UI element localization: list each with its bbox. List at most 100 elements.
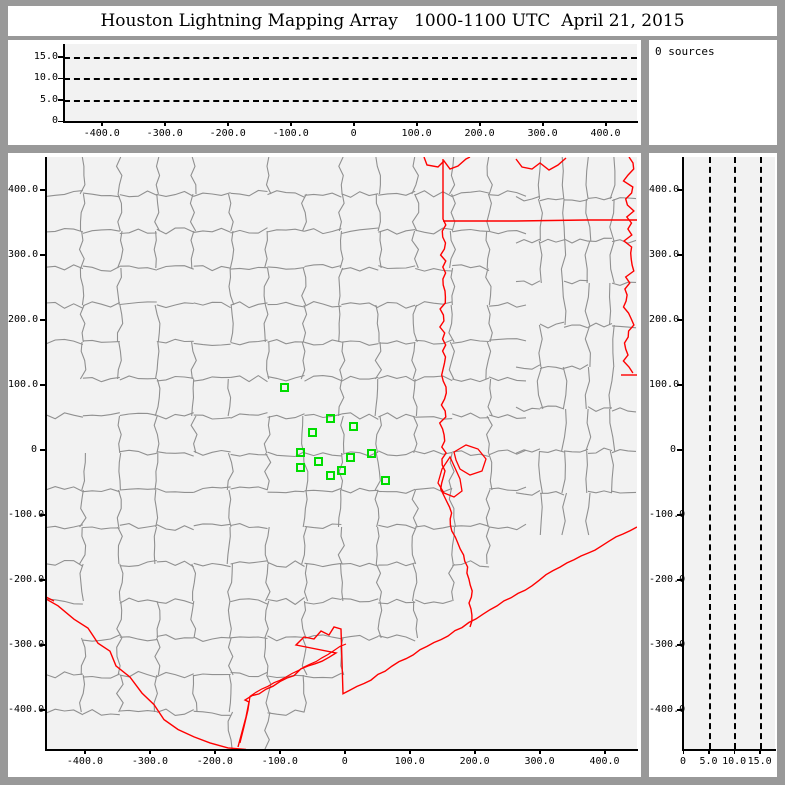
x-tick: [604, 749, 606, 754]
x-tick-label: -200.0: [209, 128, 246, 139]
y-tick: [40, 189, 46, 191]
x-tick-label: -200.0: [196, 756, 233, 767]
x-tick-label: 200.0: [459, 756, 490, 767]
sources-count-label: 0 sources: [655, 45, 715, 58]
x-tick-label: 100.0: [401, 128, 432, 139]
x-tick: [84, 749, 86, 754]
y-tick-label: -300.0: [8, 638, 45, 650]
x-tick-label: 400.0: [590, 128, 621, 139]
x-tick-label: -300.0: [131, 756, 168, 767]
x-tick-label: 10.0: [722, 756, 747, 767]
lma-station-marker[interactable]: [348, 422, 358, 432]
lma-station-marker[interactable]: [307, 428, 317, 438]
x-tick: [344, 749, 346, 754]
gridline-horizontal: [64, 78, 637, 81]
time-height-panel: 0 5.0 10.0 15.0 -400.0 -300.0 -200.0 -100.0 0 100…: [8, 40, 641, 145]
lma-station-marker[interactable]: [346, 453, 356, 463]
x-tick-label: 300.0: [527, 128, 558, 139]
x-tick: [479, 121, 481, 126]
y-tick: [58, 77, 64, 80]
y-tick: [677, 709, 683, 711]
y-tick-label: 400.0: [649, 183, 680, 195]
gridline-vertical: [708, 157, 711, 749]
x-tick: [416, 121, 418, 126]
x-tick: [708, 749, 710, 754]
y-tick-label: 0: [669, 443, 676, 455]
x-tick: [409, 749, 411, 754]
x-tick: [682, 749, 684, 754]
lma-station-marker[interactable]: [325, 471, 335, 481]
lma-station-marker[interactable]: [381, 475, 391, 485]
lma-station-marker[interactable]: [296, 462, 306, 472]
page-title: Houston Lightning Mapping Array 1000-110…: [100, 11, 685, 31]
x-tick: [353, 121, 355, 126]
y-tick: [677, 189, 683, 191]
y-tick: [40, 254, 46, 256]
y-tick: [40, 449, 46, 451]
y-tick-label: 0: [51, 115, 58, 126]
lma-station-marker[interactable]: [325, 414, 335, 424]
y-tick-label: 10.0: [33, 72, 58, 84]
y-tick-label: 5.0: [39, 93, 58, 105]
x-tick-label: -400.0: [66, 756, 104, 767]
lma-station-marker[interactable]: [280, 383, 290, 393]
time-height-plot-area[interactable]: [64, 44, 637, 121]
x-tick-label: 300.0: [524, 756, 555, 767]
x-tick: [101, 121, 103, 126]
x-tick-label: 0: [679, 756, 687, 767]
y-tick-label: -200.0: [8, 573, 45, 585]
x-tick-label: -100.0: [272, 128, 309, 139]
y-tick-label: 100.0: [8, 378, 39, 390]
x-axis-line: [682, 749, 776, 751]
y-axis-line: [682, 157, 684, 750]
x-tick: [759, 749, 761, 754]
x-tick-label: 0: [350, 128, 357, 139]
y-tick-label: 200.0: [649, 313, 680, 325]
x-tick: [279, 749, 281, 754]
altitude-distance-plot-area[interactable]: [683, 157, 775, 749]
y-tick-label: 0: [30, 443, 37, 455]
y-tick: [40, 579, 46, 581]
x-tick-label: 0: [341, 756, 348, 767]
lma-station-marker[interactable]: [296, 447, 306, 457]
y-tick: [677, 449, 683, 451]
y-tick-label: 400.0: [8, 183, 39, 195]
y-tick: [677, 579, 683, 581]
x-tick-label: -400.0: [83, 128, 120, 139]
x-tick: [539, 749, 541, 754]
y-tick: [58, 99, 64, 101]
y-tick: [40, 709, 46, 711]
altitude-distance-panel: -400.0 -300.0 -200.0 -100.0 0 100.0 200.0 300.0…: [649, 153, 777, 777]
y-tick: [58, 120, 64, 122]
y-tick-label: -300.0: [649, 638, 686, 650]
x-tick: [290, 121, 292, 126]
x-tick: [164, 121, 166, 126]
y-tick-label: -100.0: [649, 508, 686, 520]
y-tick-label: -200.0: [649, 573, 686, 585]
gridline-vertical: [734, 157, 737, 749]
y-tick: [677, 254, 683, 256]
x-tick-label: 15.0: [747, 756, 772, 767]
y-tick-label: 100.0: [649, 378, 680, 390]
y-tick-label: -100.0: [8, 508, 45, 520]
x-tick: [733, 749, 736, 754]
y-axis-line: [63, 44, 65, 122]
y-tick: [677, 319, 683, 321]
y-tick: [677, 644, 683, 646]
x-tick-label: -100.0: [261, 756, 298, 767]
gridline-horizontal: [64, 56, 637, 59]
y-tick-label: 300.0: [649, 248, 680, 260]
map-plot-area[interactable]: [46, 157, 637, 749]
lma-station-marker[interactable]: [313, 456, 323, 466]
x-tick: [474, 749, 476, 754]
x-tick: [605, 121, 607, 126]
lma-station-marker[interactable]: [366, 448, 376, 458]
map-geography: [46, 157, 637, 749]
y-tick-label: -400.0: [649, 703, 686, 715]
title-bar: Houston Lightning Mapping Array 1000-110…: [8, 6, 777, 36]
x-tick-label: 200.0: [464, 128, 495, 139]
lma-station-marker[interactable]: [337, 466, 346, 476]
x-tick-label: 5.0: [699, 756, 718, 767]
y-tick-label: -400.0: [8, 703, 45, 715]
x-tick-label: -300.0: [146, 128, 183, 139]
